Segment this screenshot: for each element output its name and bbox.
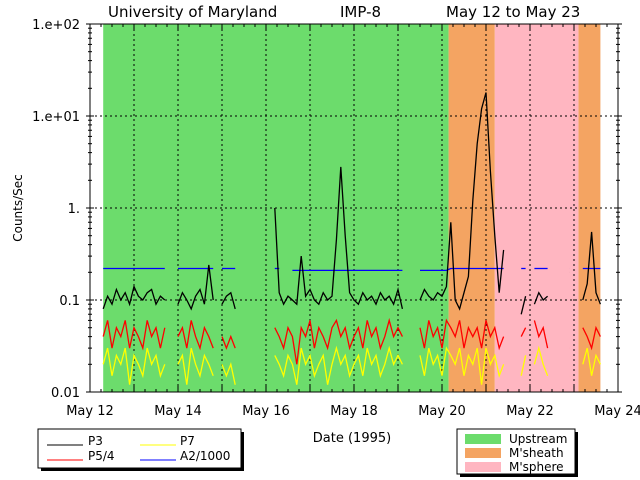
series-line-p7 [582,347,601,376]
legend-label-p7: P7 [180,434,195,448]
x-tick-label: May 22 [506,404,554,419]
x-tick-label: May 16 [242,404,290,419]
x-axis-label: Date (1995) [313,431,391,446]
series-line-p3 [102,284,166,310]
legend-label-p3: P3 [88,434,103,448]
series-line-p3 [520,296,527,315]
legend-label-p5: P5/4 [88,449,115,463]
series-line-p54 [274,317,403,365]
series-line-p7 [102,347,166,385]
x-tick-label: May 14 [154,404,202,419]
y-tick-label: 0.01 [51,386,80,401]
y-tick-label: 1.e+02 [32,18,80,33]
legend-swatch-upstream [465,434,501,444]
x-tick-label: May 12 [66,404,114,419]
title-spacecraft: IMP-8 [340,3,381,21]
series-legend: P3 P5/4 P7 A2/1000 [37,428,244,471]
series-line-p54 [582,325,601,351]
y-axis-label: Counts/Sec [11,174,25,242]
axes [86,23,622,393]
series-line-p7 [533,345,549,377]
series-line-p54 [533,320,549,349]
series-line-p3 [419,92,505,311]
series-line-p7 [419,346,505,385]
y-tick-label: 1. [68,202,80,217]
series-line-p3 [274,166,404,310]
series-line-p7 [221,362,236,385]
series-line-p3 [177,264,214,311]
region-legend: Upstream M'sheath M'sphere [456,428,578,477]
legend-label-a2: A2/1000 [180,449,230,463]
series-line-p3 [221,291,236,310]
legend-label-upstream: Upstream [509,432,567,446]
series-line-p7 [274,345,403,385]
series-line-p7 [177,347,214,385]
series-line-p7 [520,355,527,376]
y-tick-label: 0.1 [59,294,80,309]
series-line-p3 [533,291,549,305]
x-tick-label: May 24 [594,404,640,419]
series-line-p54 [419,318,505,351]
region-msheath [578,24,601,392]
series-line-p54 [520,327,527,337]
series-line-p3 [582,231,602,305]
series-line-p54 [177,320,214,351]
x-tick-label: May 20 [418,404,466,419]
series-lines [102,92,602,385]
series-line-p54 [102,320,166,351]
legend-swatch-msheath [465,448,501,458]
y-tick-label: 1.e+01 [32,110,80,125]
series-line-p54 [221,334,236,350]
title-date-range: May 12 to May 23 [446,3,580,21]
legend-label-msphere: M'sphere [509,460,564,474]
legend-swatch-msphere [465,462,501,472]
legend-label-msheath: M'sheath [509,446,564,460]
title-institution: University of Maryland [108,3,277,21]
series-line-a21000 [420,267,504,272]
x-tick-label: May 18 [330,404,378,419]
